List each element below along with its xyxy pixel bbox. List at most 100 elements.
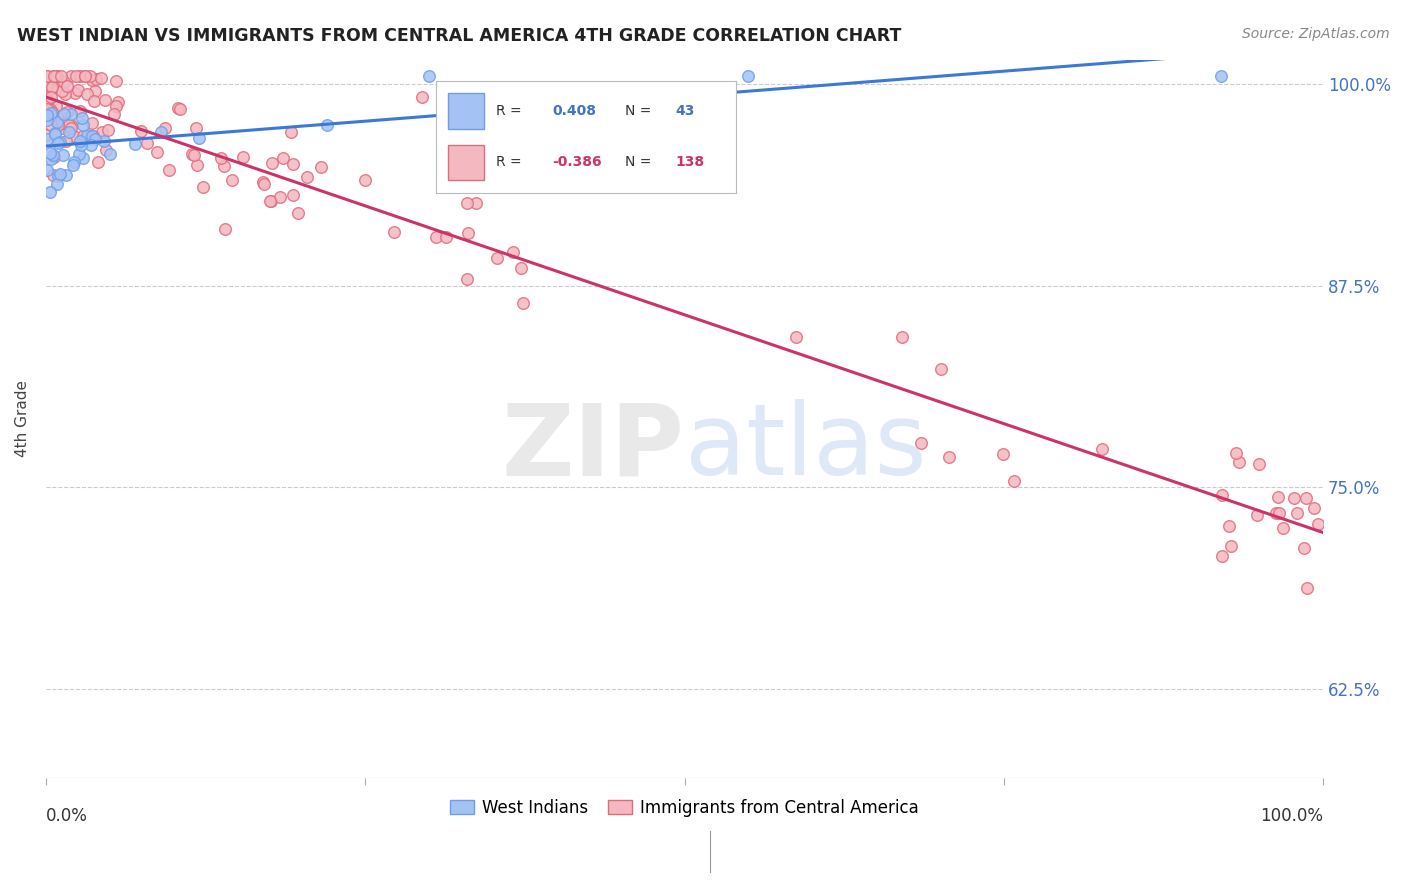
Point bbox=[993, 447, 1015, 461]
Point bbox=[39, 146, 62, 161]
Point bbox=[52, 74, 75, 88]
Point bbox=[1246, 508, 1268, 523]
Point bbox=[86, 155, 108, 169]
Point bbox=[45, 69, 67, 83]
Point bbox=[193, 180, 215, 194]
Point bbox=[58, 125, 80, 139]
Point bbox=[38, 185, 60, 199]
Point bbox=[1220, 539, 1243, 553]
Point bbox=[58, 118, 80, 132]
Point bbox=[84, 132, 107, 146]
Text: 0.0%: 0.0% bbox=[46, 806, 87, 825]
Point bbox=[90, 70, 112, 85]
Point bbox=[55, 134, 77, 148]
Point bbox=[486, 251, 509, 265]
Point bbox=[69, 137, 91, 152]
Point bbox=[45, 177, 67, 191]
Point bbox=[37, 102, 59, 116]
Point bbox=[1218, 519, 1240, 533]
Y-axis label: 4th Grade: 4th Grade bbox=[15, 380, 30, 458]
Text: 100.0%: 100.0% bbox=[1260, 806, 1323, 825]
Text: WEST INDIAN VS IMMIGRANTS FROM CENTRAL AMERICA 4TH GRADE CORRELATION CHART: WEST INDIAN VS IMMIGRANTS FROM CENTRAL A… bbox=[17, 27, 901, 45]
Point bbox=[425, 229, 447, 244]
Point bbox=[69, 134, 91, 148]
Point bbox=[44, 127, 66, 141]
Point bbox=[42, 150, 65, 164]
Point bbox=[1209, 69, 1232, 83]
Point bbox=[1225, 446, 1247, 460]
Point bbox=[456, 272, 478, 286]
Point bbox=[105, 73, 128, 87]
Point bbox=[184, 120, 207, 135]
Point bbox=[283, 187, 305, 202]
Point bbox=[42, 168, 65, 182]
Point bbox=[316, 118, 339, 132]
Point bbox=[42, 69, 65, 83]
Point bbox=[41, 80, 63, 95]
Point bbox=[37, 78, 59, 92]
Point bbox=[188, 131, 211, 145]
Point bbox=[1267, 506, 1289, 520]
Point bbox=[72, 151, 94, 165]
Point bbox=[59, 121, 82, 136]
Point bbox=[39, 108, 62, 122]
Point bbox=[512, 295, 534, 310]
Point bbox=[72, 111, 94, 125]
Point bbox=[97, 123, 120, 137]
Point bbox=[51, 69, 73, 83]
Point bbox=[91, 125, 114, 139]
Point bbox=[910, 436, 932, 450]
Point bbox=[82, 73, 104, 87]
Point bbox=[51, 120, 73, 135]
Point bbox=[72, 119, 94, 133]
Point bbox=[94, 93, 117, 107]
Point bbox=[212, 159, 235, 173]
Point bbox=[37, 69, 59, 83]
Point bbox=[136, 136, 159, 150]
Point bbox=[1211, 488, 1233, 502]
Point bbox=[269, 190, 291, 204]
Point bbox=[59, 118, 82, 132]
Point bbox=[37, 128, 59, 142]
Point bbox=[37, 102, 59, 116]
Point bbox=[69, 69, 91, 83]
Point bbox=[1306, 517, 1329, 532]
Point bbox=[1272, 521, 1295, 535]
Point bbox=[80, 138, 103, 153]
Point bbox=[149, 125, 172, 139]
Point bbox=[105, 99, 128, 113]
Point bbox=[94, 143, 117, 157]
Point bbox=[166, 101, 188, 115]
Point bbox=[37, 93, 59, 107]
Point bbox=[39, 152, 62, 166]
Point bbox=[37, 69, 59, 83]
Point bbox=[169, 102, 191, 116]
Point bbox=[262, 155, 284, 169]
Text: atlas: atlas bbox=[685, 399, 927, 496]
Point bbox=[157, 163, 180, 178]
Point bbox=[46, 118, 69, 132]
Point bbox=[45, 99, 67, 113]
Point bbox=[260, 194, 283, 209]
Point bbox=[39, 118, 62, 132]
Point bbox=[37, 95, 59, 110]
Point bbox=[1294, 541, 1316, 555]
Point bbox=[37, 112, 59, 127]
Point bbox=[1265, 507, 1288, 521]
Point bbox=[41, 104, 63, 119]
Point bbox=[124, 136, 146, 151]
Point bbox=[457, 227, 479, 241]
Point bbox=[55, 78, 77, 93]
Point bbox=[59, 69, 82, 83]
Point bbox=[180, 147, 202, 161]
Point bbox=[76, 128, 98, 142]
Point bbox=[63, 87, 86, 101]
Point bbox=[76, 128, 98, 143]
Point bbox=[45, 69, 67, 83]
Point bbox=[39, 108, 62, 122]
Point bbox=[56, 104, 79, 119]
Point bbox=[283, 157, 305, 171]
Point bbox=[39, 105, 62, 120]
Point bbox=[221, 173, 243, 187]
Point bbox=[39, 102, 62, 116]
